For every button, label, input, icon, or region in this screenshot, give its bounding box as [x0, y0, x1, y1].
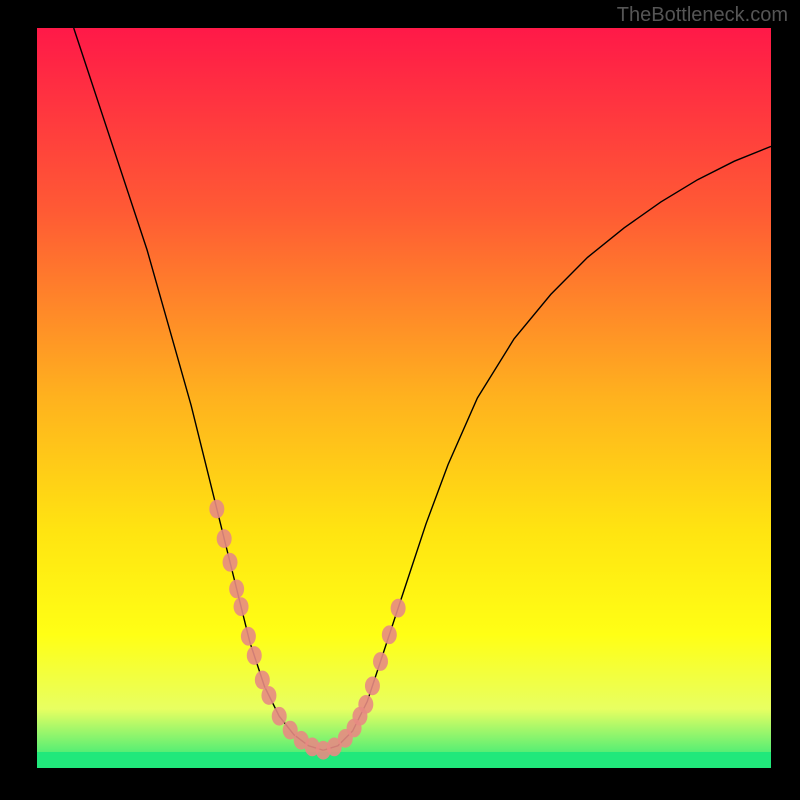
chart-plot-area: [37, 28, 771, 768]
curve-marker: [373, 652, 388, 671]
curve-marker: [382, 625, 397, 644]
curve-marker: [272, 707, 287, 726]
curve-marker: [223, 553, 238, 572]
curve-marker: [358, 695, 373, 714]
curve-marker: [391, 599, 406, 618]
curve-marker: [229, 580, 244, 599]
curve-marker: [217, 529, 232, 548]
curve-marker: [365, 676, 380, 695]
curve-marker: [241, 627, 256, 646]
curve-right-branch: [323, 146, 771, 750]
curve-marker-group: [209, 500, 405, 760]
curve-left-branch: [74, 28, 324, 750]
curve-marker: [261, 686, 276, 705]
curve-marker: [209, 500, 224, 519]
bottleneck-curve: [37, 28, 771, 768]
watermark-text: TheBottleneck.com: [617, 4, 788, 27]
curve-marker: [247, 646, 262, 665]
curve-marker: [234, 597, 249, 616]
